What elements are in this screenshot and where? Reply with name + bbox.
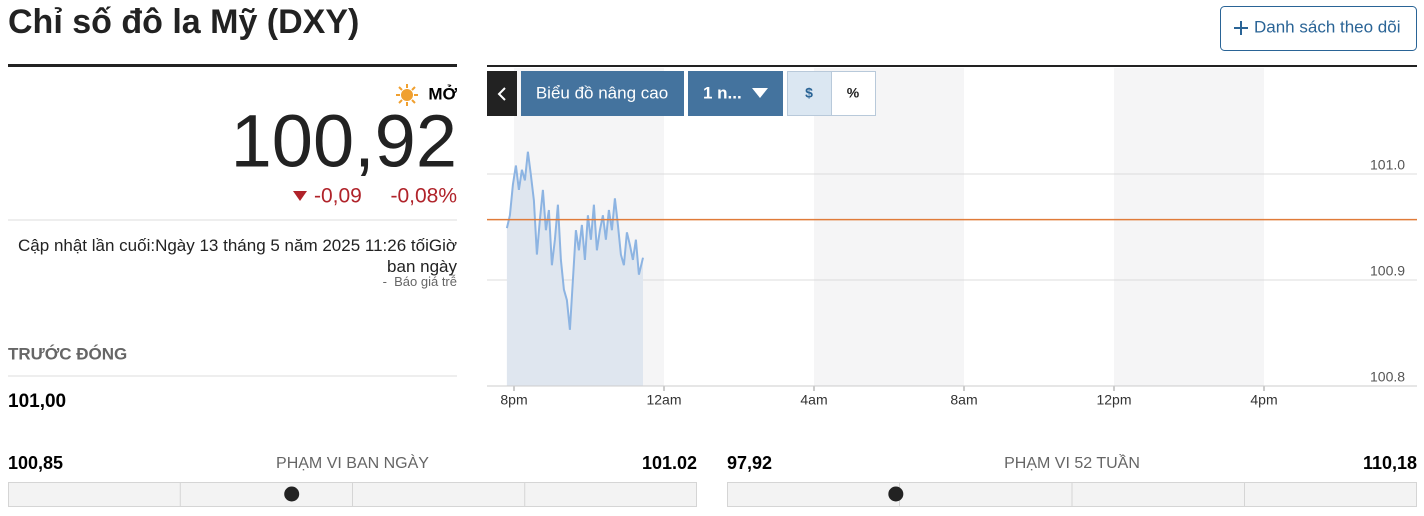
ranges: 100,85 PHẠM VI BAN NGÀY 101.02 97,92 PHẠM VI… bbox=[8, 453, 1417, 507]
currency-label[interactable]: $ bbox=[805, 85, 813, 101]
change: -0,09 bbox=[314, 185, 362, 208]
divider bbox=[8, 64, 457, 67]
range-high: 110,18 bbox=[1363, 453, 1417, 473]
chart: 100.8 100.9 101.0 8pm 12am 4am 8am 12pm 4pm bbox=[487, 68, 1417, 408]
page-title: Chỉ số đô la Mỹ (DXY) bbox=[8, 3, 359, 41]
x-tick-label: 12am bbox=[646, 392, 681, 408]
watchlist-label[interactable]: Danh sách theo dõi bbox=[1254, 17, 1401, 36]
advanced-chart-label[interactable]: Biểu đồ nâng cao bbox=[536, 83, 668, 102]
chevron-icon bbox=[497, 87, 506, 101]
range-title: PHẠM VI 52 TUẦN bbox=[1004, 453, 1140, 472]
toolbar: Biểu đồ nâng cao 1 n... $ % bbox=[487, 71, 876, 116]
range-low: 97,92 bbox=[727, 453, 772, 473]
shaded-band bbox=[814, 68, 964, 386]
sun-icon bbox=[396, 84, 418, 106]
down-arrow bbox=[293, 191, 307, 201]
price-line bbox=[505, 151, 644, 330]
y-tick-label: 100.9 bbox=[1370, 263, 1405, 279]
advanced-chart-button[interactable] bbox=[521, 71, 684, 116]
x-tick-label: 4pm bbox=[1250, 392, 1277, 408]
period-label[interactable]: 1 n... bbox=[703, 83, 742, 102]
range-marker bbox=[284, 486, 300, 502]
last-updated: Cập nhật lần cuối:Ngày 13 tháng 5 năm 20… bbox=[18, 236, 457, 276]
change-percent: -0,08% bbox=[390, 185, 457, 208]
y-tick-label: 101.0 bbox=[1370, 157, 1405, 173]
x-tick-label: 8am bbox=[950, 392, 977, 408]
market-status: MỞ bbox=[428, 84, 457, 103]
price: 100,92 bbox=[231, 100, 457, 183]
divider bbox=[487, 65, 1417, 67]
range-marker bbox=[888, 486, 904, 502]
x-tick-label: 12pm bbox=[1096, 392, 1131, 408]
plus-icon bbox=[1234, 21, 1248, 35]
percent-toggle[interactable] bbox=[831, 71, 876, 116]
x-tick-label: 8pm bbox=[500, 392, 527, 408]
collapse-button[interactable] bbox=[487, 71, 517, 116]
x-tick-label: 4am bbox=[800, 392, 827, 408]
percent-label[interactable]: % bbox=[847, 85, 860, 101]
range-high: 101.02 bbox=[642, 453, 697, 473]
range-title: PHẠM VI BAN NGÀY bbox=[276, 453, 429, 472]
previous-close-label: TRƯỚC ĐÓNG bbox=[8, 344, 127, 363]
watchlist-button[interactable] bbox=[1220, 6, 1417, 51]
y-tick-label: 100.8 bbox=[1370, 369, 1405, 385]
currency-toggle[interactable] bbox=[787, 71, 832, 116]
previous-close: 101,00 bbox=[8, 391, 66, 412]
shaded-band bbox=[1114, 68, 1264, 386]
range-low: 100,85 bbox=[8, 453, 63, 473]
period-button[interactable] bbox=[688, 71, 783, 116]
delay-note: - Báo giá trễ bbox=[382, 274, 457, 289]
dropdown-icon bbox=[752, 88, 768, 98]
